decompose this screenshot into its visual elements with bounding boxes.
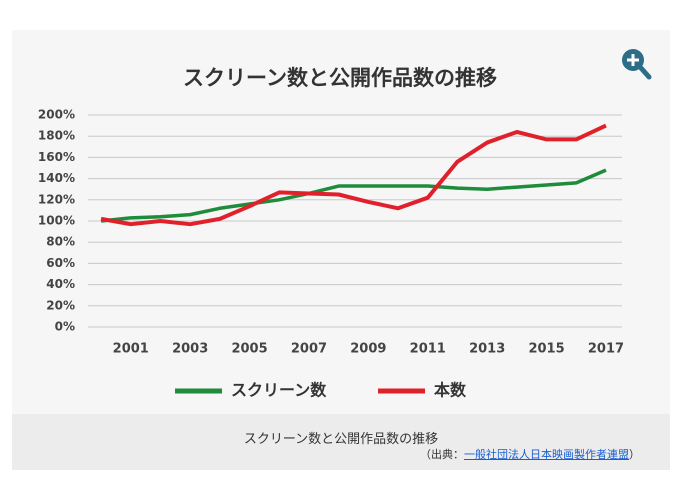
x-tick-label: 2011 [410, 342, 446, 357]
y-tick-label: 20% [46, 298, 75, 312]
y-tick-label: 60% [46, 256, 75, 270]
caption-title: スクリーン数と公開作品数の推移 [243, 432, 439, 447]
chart: スクリーン数と公開作品数の推移 0% 20% 40% 60% 80% 100% 120% 14… [37, 49, 652, 400]
y-tick-label: 180% [38, 129, 75, 143]
chart-title: スクリーン数と公開作品数の推移 [183, 66, 497, 90]
caption-box: スクリーン数と公開作品数の推移 （出典：一般社団法人日本映画製作者連盟） [12, 414, 670, 470]
series-line [100, 123, 607, 227]
y-tick-label: 40% [46, 277, 75, 291]
caption-source: （出典：一般社団法人日本映画製作者連盟） [420, 446, 640, 462]
legend-label: 本数 [434, 381, 467, 400]
source-link[interactable]: 一般社団法人日本映画製作者連盟 [464, 448, 629, 461]
y-tick-label: 120% [38, 192, 75, 206]
x-tick-label: 2001 [113, 342, 149, 357]
y-tick-label: 0% [55, 320, 75, 334]
source-suffix: ） [629, 448, 640, 461]
x-tick-label: 2009 [350, 342, 386, 357]
x-tick-label: 2005 [231, 342, 267, 357]
x-tick-label: 2015 [528, 342, 564, 357]
zoom-button[interactable] [622, 49, 652, 80]
x-tick-label: 2003 [172, 342, 208, 357]
x-tick-label: 2013 [469, 342, 505, 357]
y-tick-label: 160% [38, 150, 75, 164]
x-tick-label: 2007 [291, 342, 327, 357]
x-tick-label: 2017 [588, 342, 624, 357]
y-tick-label: 80% [46, 235, 75, 249]
series-line [100, 168, 607, 223]
zoom-handle [638, 65, 652, 80]
y-tick-label: 100% [38, 214, 75, 228]
y-tick-label: 140% [38, 171, 75, 185]
legend-label: スクリーン数 [231, 381, 327, 400]
source-prefix: （出典： [420, 448, 464, 461]
y-tick-label: 200% [38, 108, 75, 122]
